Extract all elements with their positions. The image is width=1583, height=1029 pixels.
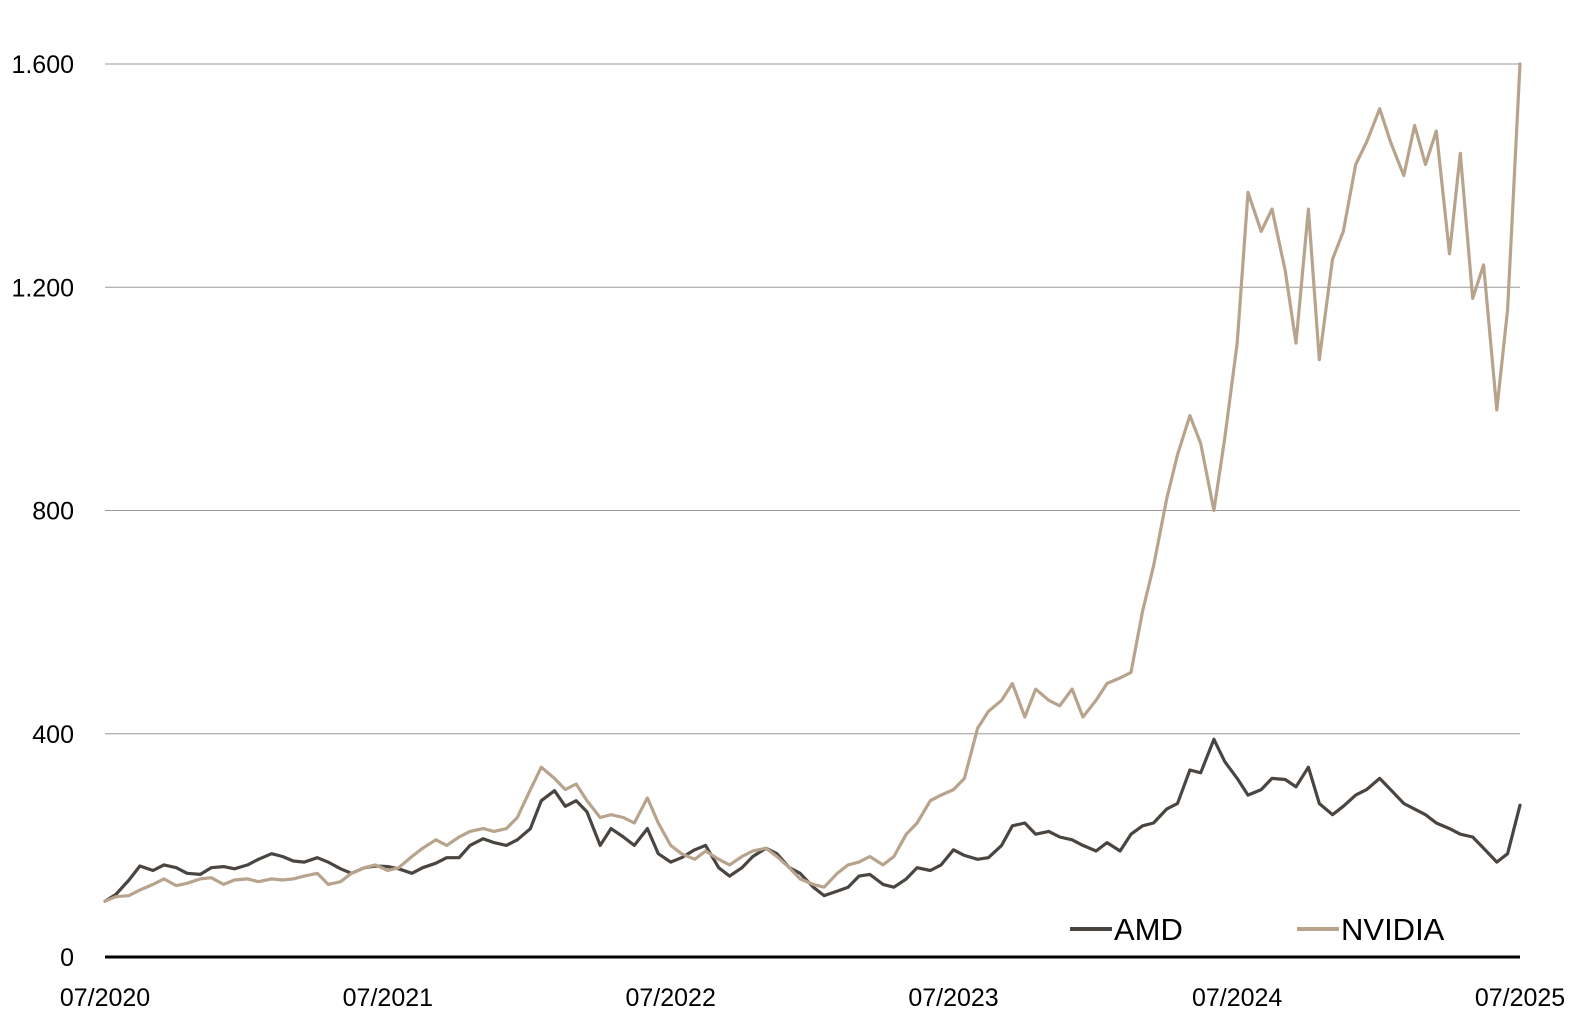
y-tick-label: 1.600 [11,51,74,79]
x-tick-label: 07/2025 [1475,984,1565,1012]
x-tick-label: 07/2023 [908,984,998,1012]
legend-label-amd: AMD [1114,912,1183,947]
y-tick-label: 400 [32,721,74,749]
legend: AMD NVIDIA [1070,912,1445,947]
x-tick-label: 07/2021 [343,984,433,1012]
y-tick-label: 1.200 [11,274,74,302]
x-tick-label: 07/2020 [60,984,150,1012]
series-line-amd [103,737,1522,903]
x-tick-label: 07/2022 [626,984,716,1012]
gridlines [105,63,1520,735]
y-tick-label: 0 [60,944,74,972]
y-tick-label: 800 [32,498,74,526]
y-axis-tick-labels: 0 400 800 1.200 1.600 [11,51,74,972]
x-axis: 07/2020 07/2021 07/2022 07/2023 07/2024 07/20… [60,955,1565,1012]
series-lines [103,62,1522,903]
series-line-nvidia [103,62,1522,903]
x-tick-label: 07/2024 [1192,984,1282,1012]
legend-label-nvidia: NVIDIA [1341,912,1445,947]
